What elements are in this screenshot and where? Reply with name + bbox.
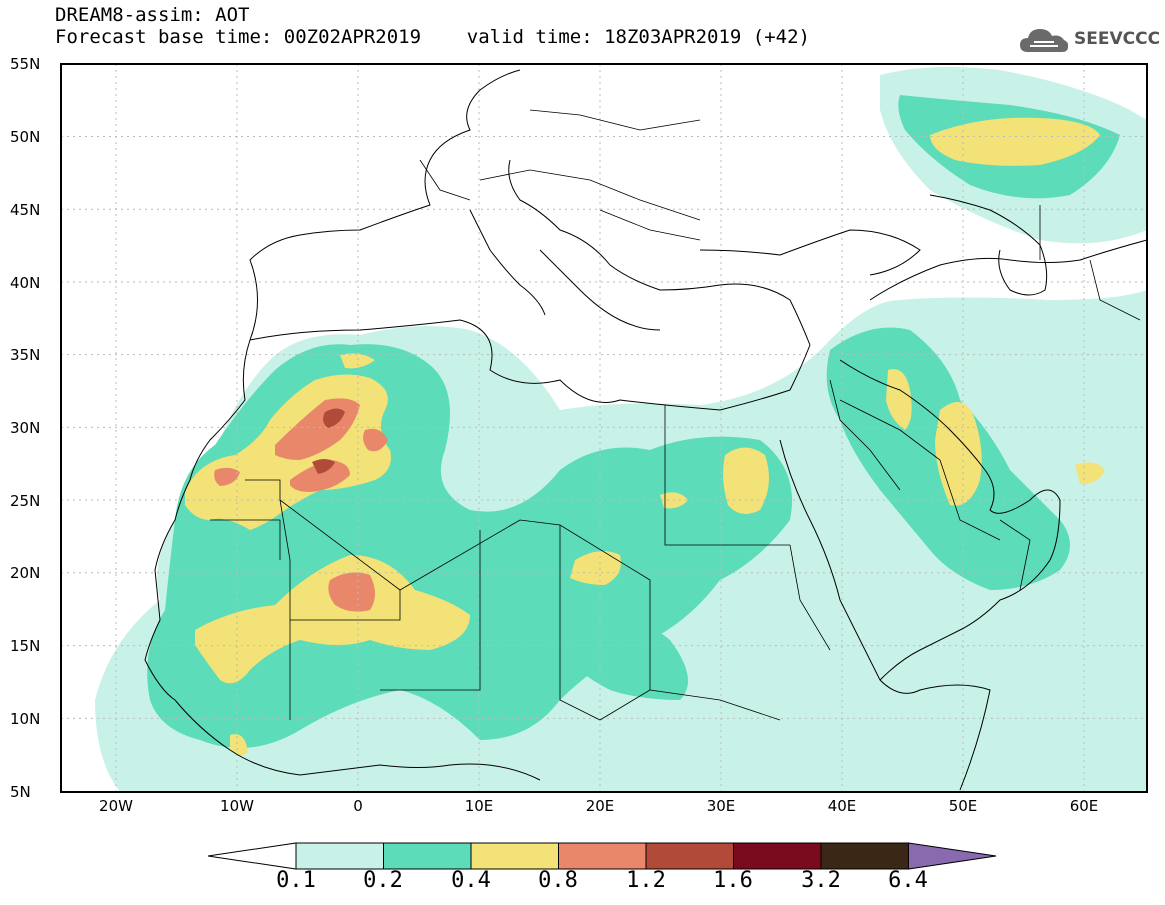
lon-label: 60E bbox=[1069, 797, 1099, 815]
lat-label: 5N bbox=[10, 783, 31, 801]
cloud-icon bbox=[1020, 29, 1069, 52]
lon-label: 10E bbox=[464, 797, 494, 815]
colorbar-arrow-low bbox=[207, 842, 297, 870]
colorbar-label: 0.1 bbox=[276, 868, 316, 893]
lat-label: 30N bbox=[10, 419, 41, 437]
lon-label: 30E bbox=[706, 797, 736, 815]
colorbar-bin bbox=[820, 842, 909, 870]
map-frame bbox=[60, 63, 1148, 793]
map-title: DREAM8-assim: AOT bbox=[55, 4, 250, 26]
logo-text: SEEVCCC bbox=[1074, 29, 1161, 49]
lat-label: 10N bbox=[10, 710, 41, 728]
colorbar-label: 1.2 bbox=[626, 868, 666, 893]
colorbar-bin bbox=[295, 842, 384, 870]
colorbar-bin bbox=[645, 842, 734, 870]
forecast-time-line: Forecast base time: 00Z02APR2019 valid t… bbox=[55, 26, 810, 48]
colorbar-bin bbox=[733, 842, 822, 870]
colorbar-arrow-high bbox=[908, 842, 997, 870]
lat-label: 25N bbox=[10, 492, 41, 510]
colorbar-bin bbox=[383, 842, 472, 870]
colorbar-label: 6.4 bbox=[888, 868, 928, 893]
lon-label: 20E bbox=[585, 797, 615, 815]
lat-label: 50N bbox=[10, 128, 41, 146]
colorbar-label: 3.2 bbox=[801, 868, 841, 893]
colorbar-label: 1.6 bbox=[713, 868, 753, 893]
lat-label: 35N bbox=[10, 346, 41, 364]
seevccc-logo: SEEVCCC bbox=[1018, 24, 1161, 56]
lat-label: 20N bbox=[10, 564, 41, 582]
colorbar-label: 0.4 bbox=[451, 868, 491, 893]
country-borders bbox=[210, 109, 1141, 721]
colorbar-label: 0.8 bbox=[538, 868, 578, 893]
colorbar-label: 0.2 bbox=[363, 868, 403, 893]
lon-label: 40E bbox=[827, 797, 857, 815]
lon-label: 50E bbox=[948, 797, 978, 815]
lat-label: 15N bbox=[10, 637, 41, 655]
lat-label: 40N bbox=[10, 274, 41, 292]
lat-label: 45N bbox=[10, 201, 41, 219]
lon-label: 20W bbox=[99, 797, 133, 815]
lat-label: 55N bbox=[10, 55, 41, 73]
aot-field-1-2 bbox=[312, 408, 345, 474]
coastlines bbox=[144, 69, 1147, 791]
colorbar-bin bbox=[470, 842, 559, 870]
colorbar-bin bbox=[558, 842, 647, 870]
lon-label: 0 bbox=[353, 797, 363, 815]
lon-label: 10W bbox=[220, 797, 254, 815]
